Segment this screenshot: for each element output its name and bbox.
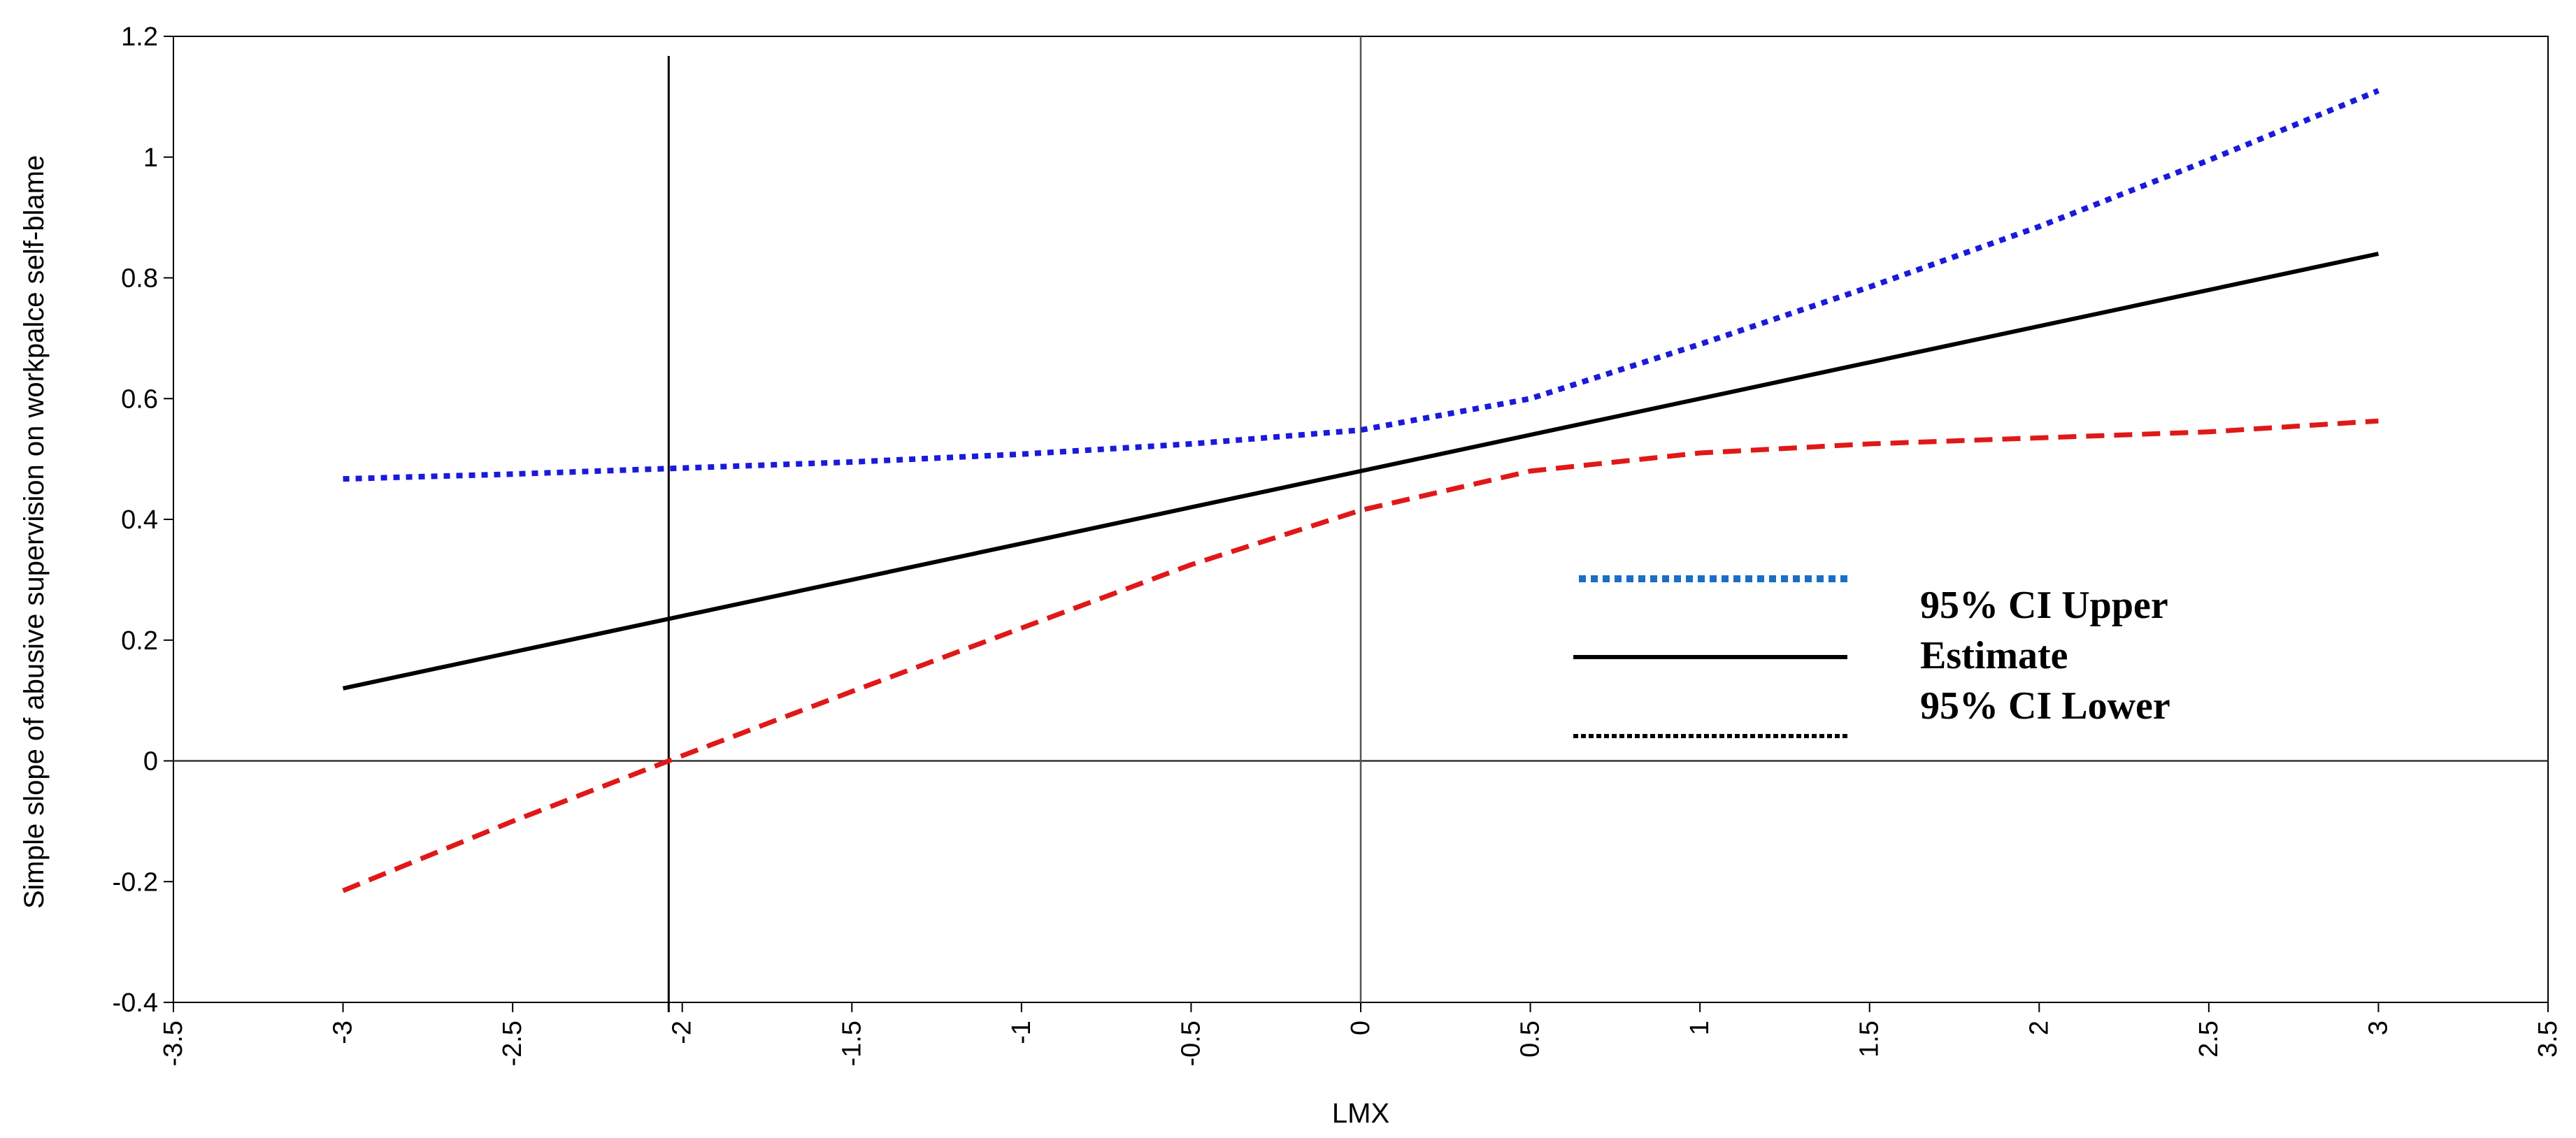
y-tick-label: -0.4 [113, 988, 158, 1018]
x-tick-label: -0.5 [1176, 1021, 1205, 1066]
x-tick-label: -2.5 [498, 1021, 527, 1066]
x-tick-label: 2.5 [2194, 1021, 2224, 1058]
x-tick-label: -3 [329, 1021, 358, 1044]
legend-label-95-ci-upper: 95% CI Upper [1920, 584, 2168, 627]
x-tick-label: 0 [1346, 1021, 1375, 1035]
x-tick-label: -3.5 [159, 1021, 188, 1066]
x-tick-label: 0.5 [1516, 1021, 1545, 1058]
x-tick-label: 3 [2363, 1021, 2393, 1035]
legend-label-estimate: Estimate [1920, 634, 2068, 677]
y-tick-label: -0.2 [113, 867, 158, 897]
x-tick-label: -1 [1007, 1021, 1036, 1044]
x-tick-label: -2 [668, 1021, 697, 1044]
x-tick-label: 1.5 [1855, 1021, 1884, 1058]
reference-lines [173, 36, 2548, 1012]
series-line-95-ci-upper [343, 87, 2380, 482]
series-line-95-ci-lower [342, 418, 2379, 893]
legend: 95% CI Upper Estimate 95% CI Lower [1573, 575, 2170, 738]
x-tick-label: 1 [1685, 1021, 1715, 1035]
y-tick-label: 1 [143, 143, 158, 173]
y-tick-label: 0.4 [121, 505, 158, 535]
x-axis-title: LMX [1332, 1098, 1389, 1129]
y-tick-label: 0.8 [121, 264, 158, 294]
x-tick-label: 2 [2024, 1021, 2054, 1035]
series-line-estimate [342, 252, 2380, 691]
y-tick-label: 1.2 [121, 22, 158, 52]
series-layer [342, 87, 2380, 893]
y-tick-label: 0.6 [121, 384, 158, 414]
legend-label-95-ci-lower: 95% CI Lower [1920, 684, 2170, 728]
x-tick-label: -1.5 [837, 1021, 866, 1066]
y-axis: -0.4 -0.2 0 0.2 0.4 0.6 0.8 1 1.2 [113, 22, 173, 1018]
y-tick-label: 0.2 [121, 626, 158, 656]
y-tick-label: 0 [143, 747, 158, 777]
y-axis-title: Simple slope of abusive supervision on w… [19, 155, 50, 909]
x-tick-label: 3.5 [2533, 1021, 2563, 1058]
x-axis: -3.5 -3 -2.5 -2 -1.5 -1 -0.5 0 0.5 1 1.5 2 2.5 3 3.5 [159, 1002, 2563, 1066]
